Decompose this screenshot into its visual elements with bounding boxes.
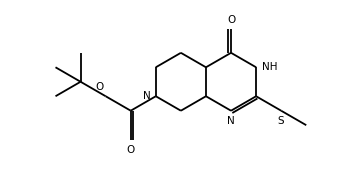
- Text: N: N: [143, 91, 150, 101]
- Text: O: O: [227, 15, 235, 25]
- Text: N: N: [227, 116, 235, 126]
- Text: NH: NH: [262, 62, 278, 72]
- Text: O: O: [96, 82, 104, 92]
- Text: S: S: [278, 116, 285, 126]
- Text: O: O: [127, 145, 135, 155]
